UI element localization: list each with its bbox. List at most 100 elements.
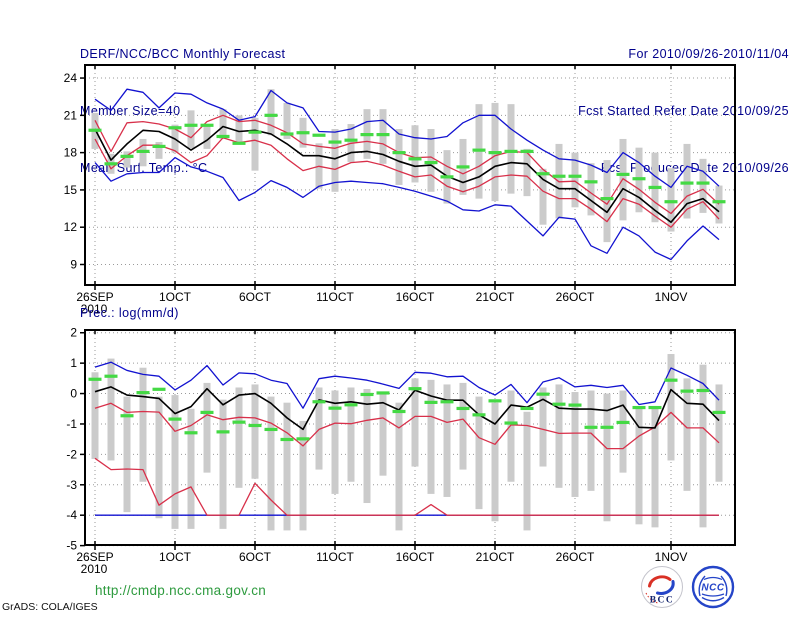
member-spread-bar [395,402,403,531]
member-spread-bar [443,384,451,497]
member-spread-bar [507,104,515,194]
mean-plus-spread-line [94,114,720,215]
member-spread-bar [203,124,211,149]
mean-minus-spread-line [94,137,720,228]
bcc-logo-text: BCC [650,596,675,606]
forecast-range-label: For 2010/09/26-2010/11/04 [628,47,789,61]
upper-red-line [94,402,720,450]
member-spread-bar [667,354,675,461]
axis-ticks-and-labels: 26SEP 1OCT 6OCT 11OCT 16OCT 21OCT 26OCT 1NOV201… [66,326,687,576]
y-tick-label: 18 [64,146,78,160]
daily-value-dash-group [88,374,726,442]
member-spread-bar [235,387,243,488]
member-spread-bar [347,387,355,482]
y-tick-label: 15 [64,183,78,197]
ncc-logo-text: NCC [701,583,724,594]
member-spread-bar [331,390,339,494]
member-spread-bar [459,382,467,470]
member-spread-bar [411,378,419,467]
member-spread-bar [107,358,115,461]
member-spread-bar [587,390,595,491]
member-spread-bar [571,392,579,497]
member-spread-bar [267,89,275,136]
member-spread-bar [427,129,435,192]
x-axis-year-label: 2010 [81,302,108,316]
x-tick-label: 1NOV [655,290,688,304]
member-spread-bar [667,168,675,232]
member-spread-bars [91,354,723,531]
member-spread-bar [187,110,195,149]
bcc-swirl-blue-icon [656,580,675,595]
y-tick-label: -5 [66,539,77,553]
plot-border [84,64,736,286]
member-spread-bar [123,151,131,168]
x-tick-label: 16OCT [396,550,435,564]
daily-value-dash-group [88,113,726,204]
member-spread-bar [187,408,195,529]
member-spread-bar [251,384,259,479]
member-spread-bar [139,367,147,482]
member-spread-bar [523,148,531,197]
member-spread-bar [571,152,579,208]
ncc-arc-bottom [701,593,725,597]
member-spread-bar [267,396,275,531]
member-spread-bar [715,384,723,482]
y-tick-label: -1 [66,417,77,431]
refer-date-label: Fcst Started Refer Date 2010/09/25 [578,104,789,118]
member-spread-bar [251,117,259,171]
member-spread-bar [203,382,211,473]
member-spread-bar [715,185,723,224]
member-spread-bar [635,408,643,525]
x-tick-label: 26OCT [556,550,595,564]
ensemble-mean-line [94,125,720,223]
member-spread-bar [427,379,435,494]
y-tick-label: -4 [66,508,77,522]
member-spread-bar [155,396,163,519]
member-spread-bar [379,392,387,476]
y-tick-label: 9 [70,257,77,271]
member-spread-bar [155,142,163,159]
member-spread-bar [539,387,547,467]
member-spread-bar [299,420,307,531]
y-tick-label: 1 [70,356,77,370]
ensemble-mean-line [94,386,720,431]
member-spread-bar [315,387,323,470]
member-spread-bar [475,396,483,510]
plot-border [84,329,736,546]
x-tick-label: 26SEP [76,550,113,564]
member-spread-bar [395,129,403,185]
member-spread-bars [91,89,723,243]
member-spread-bar [699,158,707,213]
y-tick-label: 2 [70,326,77,340]
member-spread-bar [283,102,291,139]
member-spread-bar [91,372,99,459]
member-spread-bar [331,129,339,192]
source-url: http://cmdp.ncc.cma.gov.cn [95,583,267,598]
y-tick-label: 0 [70,387,77,401]
x-tick-label: 11OCT [316,550,354,564]
bcc-logo: BCC [641,566,683,608]
member-max-line [94,361,720,409]
y-tick-label: 12 [64,220,78,234]
y-tick-label: 24 [64,71,78,85]
member-spread-bar [411,125,419,183]
x-tick-label: 26OCT [556,290,595,304]
prec-panel-title: Prec.: log(mm/d) [80,306,179,320]
y-tick-label: -3 [66,478,77,492]
grads-credit: GrADS: COLA/IGES [2,601,98,613]
y-tick-label: 21 [64,108,78,122]
x-axis-year-label: 2010 [81,562,108,576]
x-tick-label: 16OCT [396,290,435,304]
member-spread-bar [283,402,291,531]
bcc-arc-decoration [645,592,659,604]
member-spread-bar [491,402,499,522]
footer-logos: BCC NCC [641,565,735,609]
member-spread-bar [555,384,563,488]
member-spread-bar [603,393,611,522]
member-spread-bar [507,390,515,482]
x-tick-label: 1NOV [655,550,688,564]
member-spread-bar [587,163,595,216]
x-tick-label: 1OCT [159,290,192,304]
header-left: DERF/NCC/BCC Monthly Forecast Member Siz… [80,7,285,216]
member-spread-bar [523,411,531,531]
